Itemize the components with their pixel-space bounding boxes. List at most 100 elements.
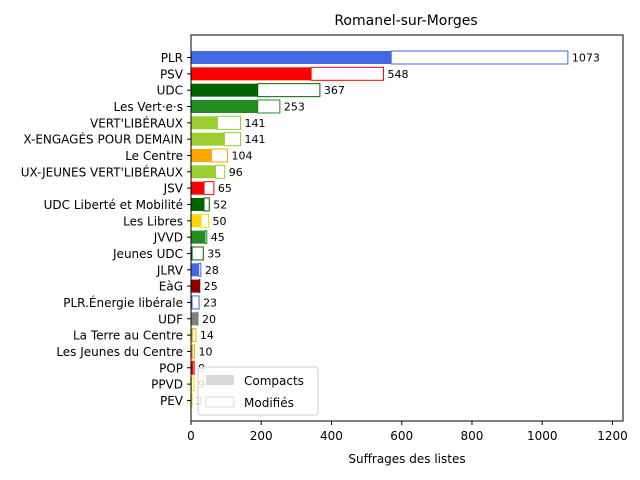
- bar-modifies: [191, 295, 200, 310]
- bar-value-label: 45: [211, 231, 225, 244]
- y-tick-label: Les Vert·e·s: [114, 100, 184, 114]
- bar-compacts: [191, 263, 199, 277]
- bar-modifies: [191, 246, 204, 261]
- bar-modifies: [198, 262, 202, 277]
- x-tick-label: 1200: [597, 429, 628, 443]
- bar-value-label: 141: [245, 117, 266, 130]
- legend: Compacts Modifiés: [197, 366, 319, 416]
- bar-value-label: 14: [200, 329, 214, 342]
- bars-group: 1073 548 367 253 141 141 104 96 65 52 50 45 35 28 25 23…: [191, 50, 600, 408]
- bar-modifies: [191, 377, 195, 392]
- bar-modifies: [196, 311, 199, 326]
- chart-title: Romanel-sur-Morges: [334, 13, 477, 29]
- bar-value-label: 253: [284, 100, 305, 113]
- bar-modifies: [223, 132, 242, 147]
- bar-modifies: [310, 66, 384, 81]
- y-tick-label: JVVD: [153, 231, 183, 245]
- y-tick-label: Les Libres: [123, 214, 183, 228]
- bar-compacts: [191, 295, 193, 309]
- y-tick-label: Les Jeunes du Centre: [56, 345, 183, 359]
- bar-modifies: [191, 328, 197, 343]
- x-tick-label: 200: [250, 429, 273, 443]
- bar-value-label: 35: [207, 247, 221, 260]
- bar-value-label: 65: [218, 182, 232, 195]
- y-tick-label: PPVD: [151, 378, 183, 392]
- bar-compacts: [191, 246, 193, 260]
- y-tick-label: UDC: [157, 84, 183, 98]
- bar-modifies: [192, 360, 195, 375]
- y-tick-label: POP: [159, 361, 183, 375]
- bar-value-label: 50: [213, 215, 227, 228]
- bar-modifies: [215, 164, 226, 179]
- bar-compacts: [191, 148, 212, 162]
- y-tick-label: X-ENGAGÉS POUR DEMAIN: [23, 132, 183, 147]
- bar-compacts: [191, 67, 312, 81]
- y-tick-label: PLR.Énergie libérale: [63, 295, 183, 310]
- bar-modifies: [257, 83, 321, 98]
- bar-value-label: 10: [199, 345, 213, 358]
- bar-compacts: [191, 328, 193, 342]
- bar-value-label: 96: [229, 166, 243, 179]
- bar-value-label: 1073: [572, 52, 600, 65]
- bar-value-label: 25: [204, 280, 218, 293]
- bar-value-label: 28: [205, 264, 219, 277]
- y-tick-label: VERT'LIBÉRAUX: [90, 115, 183, 130]
- y-tick-label: EàG: [159, 280, 183, 294]
- bar-compacts: [191, 279, 200, 293]
- y-tick-label: Jeunes UDC: [112, 247, 183, 261]
- bar-value-label: 367: [324, 84, 345, 97]
- y-tick-label: JSV: [163, 182, 184, 196]
- bar-compacts: [191, 361, 193, 375]
- x-axis-label: Suffrages des listes: [348, 452, 465, 466]
- y-tick-label: UDC Liberté et Mobilité: [44, 198, 183, 212]
- y-tick-label: PEV: [160, 394, 184, 408]
- bar-modifies: [191, 344, 196, 359]
- legend-swatch-modifies: [205, 396, 235, 408]
- bar-modifies: [210, 148, 229, 163]
- bar-compacts: [191, 230, 206, 244]
- bar-modifies: [200, 213, 210, 228]
- bar-value-label: 141: [245, 133, 266, 146]
- legend-swatch-compacts: [206, 375, 234, 385]
- x-tick-label: 0: [187, 429, 195, 443]
- bar-value-label: 548: [387, 68, 408, 81]
- y-tick-label: UDF: [158, 312, 183, 326]
- y-tick-label: La Terre au Centre: [73, 329, 183, 343]
- bar-modifies: [203, 197, 210, 212]
- bar-compacts: [191, 99, 258, 113]
- bar-compacts: [191, 165, 216, 179]
- bar-compacts: [191, 116, 218, 130]
- legend-label-compacts: Compacts: [244, 374, 304, 388]
- bar-value-label: 23: [203, 296, 217, 309]
- legend-label-modifies: Modifiés: [244, 396, 294, 410]
- bar-modifies: [390, 50, 569, 65]
- y-tick-label: Le Centre: [125, 149, 183, 163]
- y-tick-label: PLR: [161, 51, 183, 65]
- bar-modifies: [257, 99, 281, 114]
- bar-compacts: [191, 197, 204, 211]
- y-tick-label: UX-JEUNES VERT'LIBÉRAUX: [21, 164, 183, 179]
- x-ticks: 0 200 400 600 800 1000 1200: [187, 421, 628, 443]
- bar-compacts: [191, 51, 392, 64]
- plot-frame: [190, 34, 624, 422]
- bar-modifies: [216, 115, 242, 130]
- y-tick-label: JLRV: [156, 263, 184, 277]
- bar-compacts: [191, 132, 225, 146]
- bar-compacts: [191, 344, 193, 358]
- y-tick-label: PSV: [160, 67, 184, 81]
- x-tick-label: 800: [461, 429, 484, 443]
- bar-value-label: 52: [213, 198, 227, 211]
- bar-value-label: 20: [202, 313, 216, 326]
- bar-modifies: [203, 181, 215, 196]
- bar-compacts: [191, 181, 204, 195]
- bar-value-label: 104: [232, 149, 253, 162]
- x-tick-label: 600: [390, 429, 413, 443]
- bar-modifies: [204, 230, 208, 245]
- bar-compacts: [191, 214, 201, 228]
- bar-compacts: [191, 83, 258, 97]
- bar-compacts: [191, 312, 198, 326]
- x-tick-label: 1000: [527, 429, 558, 443]
- x-tick-label: 400: [320, 429, 343, 443]
